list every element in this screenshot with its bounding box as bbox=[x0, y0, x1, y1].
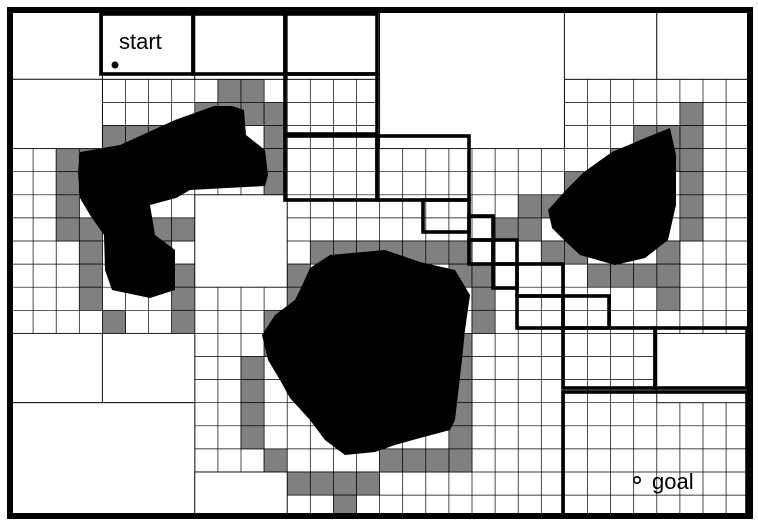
mixed-cell bbox=[425, 240, 450, 265]
coarse-grid bbox=[9, 9, 750, 519]
path-cell bbox=[467, 214, 495, 242]
free-cell bbox=[656, 9, 750, 80]
mixed-cell bbox=[679, 194, 704, 219]
free-cell bbox=[9, 78, 103, 150]
free-cell bbox=[101, 332, 196, 404]
path-cell bbox=[491, 262, 519, 290]
free-cell bbox=[286, 9, 381, 80]
mixed-cell bbox=[679, 125, 704, 149]
goal-marker bbox=[632, 475, 641, 484]
mixed-cell bbox=[471, 309, 496, 334]
free-cell bbox=[9, 332, 103, 404]
mixed-cell bbox=[309, 471, 334, 496]
start-label: start bbox=[119, 29, 162, 54]
outer-border bbox=[7, 7, 753, 519]
mixed-cell bbox=[379, 448, 404, 473]
mixed-cell bbox=[78, 240, 103, 265]
mixed-cell bbox=[448, 425, 473, 450]
mixed-cell bbox=[679, 171, 704, 196]
path-cell bbox=[561, 326, 657, 390]
mixed-cell bbox=[679, 217, 704, 242]
path-cell bbox=[421, 198, 471, 234]
free-cell bbox=[9, 402, 196, 519]
mixed-cell bbox=[448, 448, 473, 473]
mixed-cell bbox=[356, 471, 380, 496]
mixed-cell bbox=[55, 148, 80, 173]
path-cell bbox=[515, 294, 565, 330]
mixed-cell bbox=[78, 286, 103, 311]
path-cell bbox=[491, 238, 519, 266]
mixed-cell bbox=[656, 263, 681, 288]
goal-label: goal bbox=[652, 469, 694, 494]
mixed-cell bbox=[587, 263, 611, 288]
mixed-cell bbox=[540, 240, 565, 265]
mixed-cell bbox=[171, 217, 196, 242]
mixed-cell bbox=[633, 263, 658, 288]
mixed-cell bbox=[217, 78, 242, 103]
mixed-cell bbox=[171, 263, 196, 288]
mixed-cell bbox=[517, 194, 542, 219]
mixed-cell bbox=[471, 286, 496, 311]
mixed-cell bbox=[494, 217, 519, 242]
mixed-cell bbox=[610, 263, 635, 288]
path-cell bbox=[283, 72, 379, 136]
mixed-cell bbox=[679, 148, 704, 173]
mixed-cell bbox=[240, 78, 265, 103]
free-cell bbox=[194, 194, 288, 288]
mixed-cell bbox=[402, 448, 427, 473]
free-cell bbox=[101, 9, 196, 80]
free-cell bbox=[194, 471, 288, 519]
mixed-cell bbox=[55, 217, 80, 242]
free-cell bbox=[194, 9, 288, 80]
mixed-cell bbox=[240, 425, 265, 450]
path-cell bbox=[283, 134, 379, 202]
path-cell bbox=[561, 294, 611, 330]
mixed-cell bbox=[102, 309, 126, 334]
path-cell bbox=[561, 390, 749, 518]
start-marker bbox=[111, 61, 119, 69]
obstacles bbox=[78, 106, 676, 455]
map-border bbox=[7, 7, 753, 519]
mixed-cell bbox=[240, 356, 265, 380]
path-cell bbox=[515, 262, 565, 298]
mixed-cell bbox=[171, 309, 196, 334]
mixed-cell bbox=[55, 171, 80, 196]
free-cell bbox=[379, 9, 565, 150]
mixed-cell bbox=[425, 448, 450, 473]
path-cell bbox=[467, 238, 495, 266]
obstacle-1 bbox=[78, 106, 268, 298]
obstacle-2 bbox=[262, 250, 470, 455]
mixed-cell bbox=[55, 194, 80, 219]
mixed-cell bbox=[517, 217, 542, 242]
path-cells bbox=[99, 12, 749, 518]
mixed-cell bbox=[333, 471, 357, 496]
mixed-cell bbox=[679, 102, 704, 126]
mixed-cell bbox=[263, 448, 288, 473]
free-cell bbox=[563, 9, 658, 80]
mixed-cell bbox=[78, 263, 103, 288]
mixed-cell bbox=[286, 471, 311, 496]
mixed-cell bbox=[656, 286, 681, 311]
mixed-cell bbox=[240, 402, 265, 427]
mixed-cell bbox=[240, 379, 265, 404]
free-cell bbox=[9, 9, 103, 80]
obstacle-3 bbox=[548, 128, 676, 265]
mixed-cell bbox=[171, 286, 196, 311]
